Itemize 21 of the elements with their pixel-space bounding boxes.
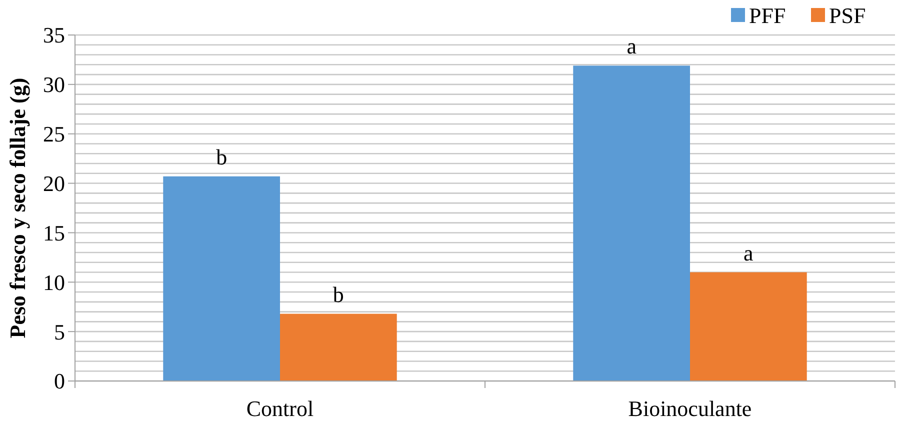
x-tick-label: Control xyxy=(246,396,314,421)
annotation: b xyxy=(216,144,228,170)
y-tick-label: 0 xyxy=(54,368,65,394)
annotation: a xyxy=(744,240,754,266)
y-tick-label: 15 xyxy=(43,220,65,246)
y-tick-label: 25 xyxy=(43,122,65,147)
bar xyxy=(163,176,280,381)
annotation: a xyxy=(626,34,637,59)
y-tick-label: 30 xyxy=(43,72,65,98)
legend-label: PSF xyxy=(829,3,866,28)
y-tick-label: 20 xyxy=(43,170,65,196)
y-axis-title: Peso fresco y seco follaje (g) xyxy=(5,78,30,338)
x-tick-label: Bioinoculante xyxy=(628,396,752,421)
bar xyxy=(573,66,690,381)
y-tick-label: 35 xyxy=(43,22,65,48)
bar xyxy=(690,272,807,381)
legend-label: PFF xyxy=(749,3,786,28)
annotation: b xyxy=(332,282,344,307)
bar xyxy=(280,314,397,381)
y-tick-label: 5 xyxy=(54,319,65,344)
y-tick-label: 10 xyxy=(43,270,65,295)
